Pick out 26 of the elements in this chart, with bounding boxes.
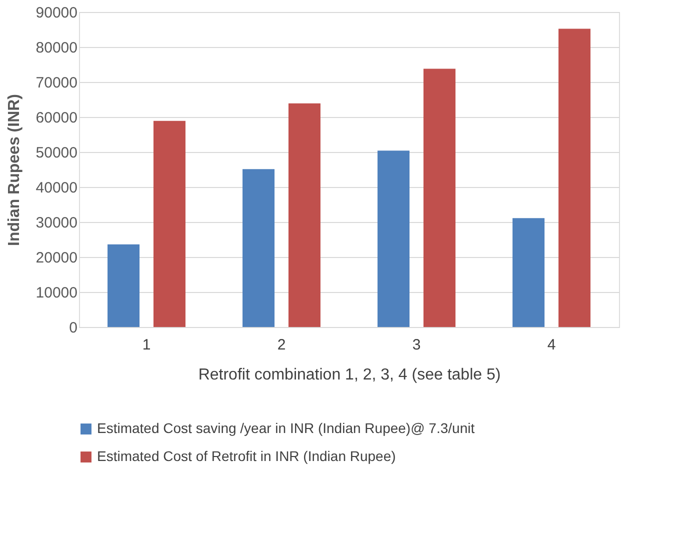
x-tick-label: 2 <box>277 336 286 354</box>
y-tick-label: 70000 <box>36 74 78 92</box>
x-tick-label: 1 <box>142 336 151 354</box>
legend-label: Estimated Cost saving /year in INR (Indian Rupee)@ 7.3/unit <box>97 420 475 436</box>
legend-label: Estimated Cost of Retrofit in INR (Indian Rupee) <box>97 448 396 464</box>
x-tick-label: 3 <box>412 336 421 354</box>
bar <box>558 28 590 327</box>
y-axis-title: Indian Rupees (INR) <box>6 94 23 246</box>
bar <box>423 68 456 327</box>
y-tick-label: 60000 <box>36 110 78 126</box>
bar <box>153 120 186 327</box>
y-tick-label: 80000 <box>36 40 78 56</box>
bar <box>512 218 545 327</box>
y-tick-label: 40000 <box>36 180 78 196</box>
x-tick-label: 4 <box>547 336 556 354</box>
y-tick-label: 30000 <box>36 214 78 232</box>
y-tick-label: 10000 <box>36 284 78 302</box>
x-axis-title: Retrofit combination 1, 2, 3, 4 (see table 5) <box>198 366 501 384</box>
y-tick-label: 90000 <box>36 4 78 22</box>
bar <box>378 150 410 327</box>
y-tick-label: 0 <box>69 320 78 336</box>
y-tick-label: 20000 <box>36 250 78 266</box>
bar <box>288 103 320 327</box>
bar <box>108 244 140 327</box>
y-tick-label: 50000 <box>36 144 78 162</box>
bar <box>242 169 275 327</box>
